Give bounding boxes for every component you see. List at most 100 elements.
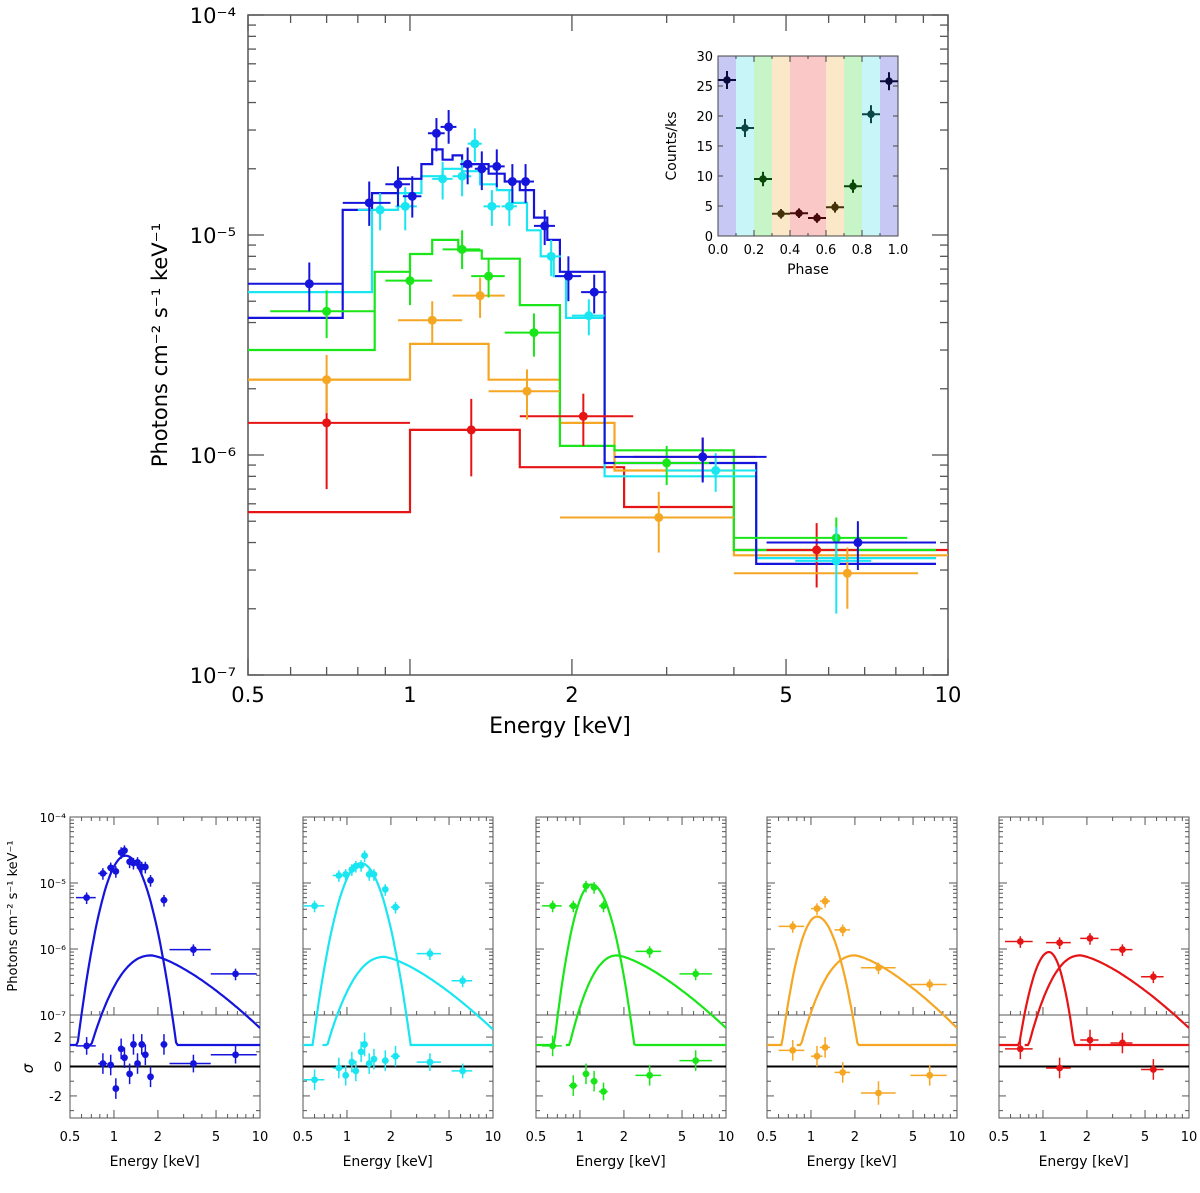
inset-phase-band — [844, 56, 862, 236]
main-model-step-red — [248, 428, 948, 552]
panel-resid-tick-label: 0 — [54, 1061, 62, 1076]
panel-point-orange — [926, 981, 934, 988]
inset-phase-band — [736, 56, 754, 236]
main-point-cyan — [375, 205, 385, 215]
panel-resid-point-cyan — [370, 1055, 378, 1063]
panel-resid-point-orange — [875, 1089, 882, 1097]
inset-point — [741, 124, 749, 132]
main-point-cyan — [470, 139, 480, 149]
main-point-orange — [322, 375, 332, 385]
main-point-blue — [304, 279, 314, 289]
panel-point-cyan — [311, 902, 318, 910]
panel-resid-point-blue — [83, 1042, 91, 1050]
panel-resid-point-green — [590, 1077, 598, 1085]
panel-x-tick-label: 0.5 — [60, 1130, 81, 1145]
main-x-tick-label: 0.5 — [231, 683, 264, 707]
panel-y-tick-label: 10⁻⁵ — [40, 877, 67, 891]
main-point-blue — [364, 198, 374, 208]
main-point-blue — [477, 164, 487, 174]
panel-x-tick-label: 5 — [678, 1130, 686, 1145]
main-point-green — [662, 458, 672, 468]
panel-resid-point-green — [569, 1082, 577, 1090]
panel-x-tick-label: 1 — [1039, 1130, 1047, 1145]
panel-x-tick-label: 2 — [620, 1130, 628, 1145]
main-point-red — [322, 418, 332, 428]
panel-x-axis-label: Energy [keV] — [807, 1154, 897, 1170]
main-point-cyan — [487, 201, 497, 211]
panel-resid-point-cyan — [342, 1071, 350, 1079]
panel-x-tick-label: 2 — [851, 1130, 859, 1145]
inset-x-tick-label: 1.0 — [888, 243, 909, 258]
panel-x-tick-label: 10 — [718, 1130, 735, 1145]
panel-model-thermal-cyan — [303, 861, 493, 1047]
panel-point-cyan — [392, 903, 399, 911]
panel-x-tick-label: 10 — [252, 1130, 269, 1145]
panel-resid-point-blue — [138, 1041, 146, 1048]
main-point-blue — [521, 177, 531, 187]
main-point-green — [405, 276, 415, 286]
panel-y-tick-label: 10⁻⁴ — [40, 811, 67, 825]
main-point-cyan — [504, 201, 514, 211]
panels-y-axis-label: Photons cm⁻² s⁻¹ keV⁻¹ — [6, 840, 21, 991]
panel-x-tick-label: 1 — [343, 1130, 351, 1145]
main-plot-frame — [247, 14, 949, 676]
inset-y-tick-label: 30 — [696, 50, 713, 65]
panel-point-blue — [107, 864, 115, 872]
main-point-blue — [492, 161, 502, 171]
main-point-red — [466, 425, 476, 435]
panel-point-cyan — [459, 977, 467, 985]
inset-point — [831, 203, 839, 211]
panel-point-orange — [813, 905, 821, 912]
panel-resid-point-orange — [839, 1068, 847, 1076]
panel-x-tick-label: 0.5 — [293, 1130, 314, 1145]
main-point-cyan — [400, 201, 410, 211]
panel-model-powerlaw-cyan — [322, 955, 493, 1047]
inset-phase-band — [790, 56, 826, 236]
panel-resid-point-cyan — [426, 1058, 434, 1066]
panel-point-red — [1016, 938, 1024, 945]
main-point-green — [457, 244, 467, 254]
inset-y-tick-label: 25 — [696, 80, 713, 95]
inset-y-tick-label: 10 — [696, 170, 713, 185]
panel-model-thermal-red — [999, 951, 1189, 1047]
main-point-orange — [427, 315, 437, 325]
panel-resid-point-cyan — [335, 1064, 343, 1072]
inset-x-tick-label: 0.8 — [852, 243, 873, 258]
panel-resid-point-orange — [821, 1043, 829, 1051]
panel-point-red — [1056, 939, 1064, 947]
panel-x-tick-label: 1 — [576, 1130, 584, 1145]
inset-x-tick-label: 0.4 — [780, 243, 801, 258]
panel-x-tick-label: 5 — [445, 1130, 453, 1145]
panels-resid-axis-label: σ — [19, 1063, 37, 1073]
main-y-tick-label: 10⁻⁶ — [190, 444, 236, 468]
panel-point-orange — [789, 923, 797, 930]
panel-point-blue — [134, 859, 141, 866]
main-x-tick-label: 5 — [779, 683, 792, 707]
panel-resid-point-blue — [126, 1070, 134, 1078]
main-point-orange — [522, 386, 532, 396]
inset-point — [813, 214, 821, 222]
panel-resid-point-red — [1119, 1039, 1126, 1047]
panel-resid-point-blue — [107, 1061, 115, 1069]
panel-resid-point-cyan — [381, 1057, 389, 1065]
panel-x-tick-label: 1 — [110, 1130, 118, 1145]
panel-resid-point-green — [549, 1042, 557, 1050]
main-model-step-orange — [248, 342, 948, 557]
main-x-tick-label: 10 — [935, 683, 962, 707]
panel-point-cyan — [335, 872, 343, 879]
panel-model-powerlaw-orange — [796, 954, 957, 1047]
main-point-cyan — [584, 311, 594, 321]
panel-point-green — [549, 902, 557, 910]
panel-point-red — [1149, 973, 1157, 981]
panel-x-axis-label: Energy [keV] — [110, 1154, 200, 1170]
panel-point-green — [646, 947, 654, 955]
inset-x-tick-label: 0.0 — [708, 243, 729, 258]
panel-point-cyan — [357, 861, 365, 869]
main-point-green — [322, 306, 332, 316]
panel-resid-point-red — [1016, 1045, 1024, 1053]
main-point-cyan — [831, 556, 841, 566]
panel-resid-point-cyan — [361, 1041, 368, 1048]
panel-point-cyan — [426, 950, 434, 958]
panel-point-blue — [190, 946, 197, 953]
